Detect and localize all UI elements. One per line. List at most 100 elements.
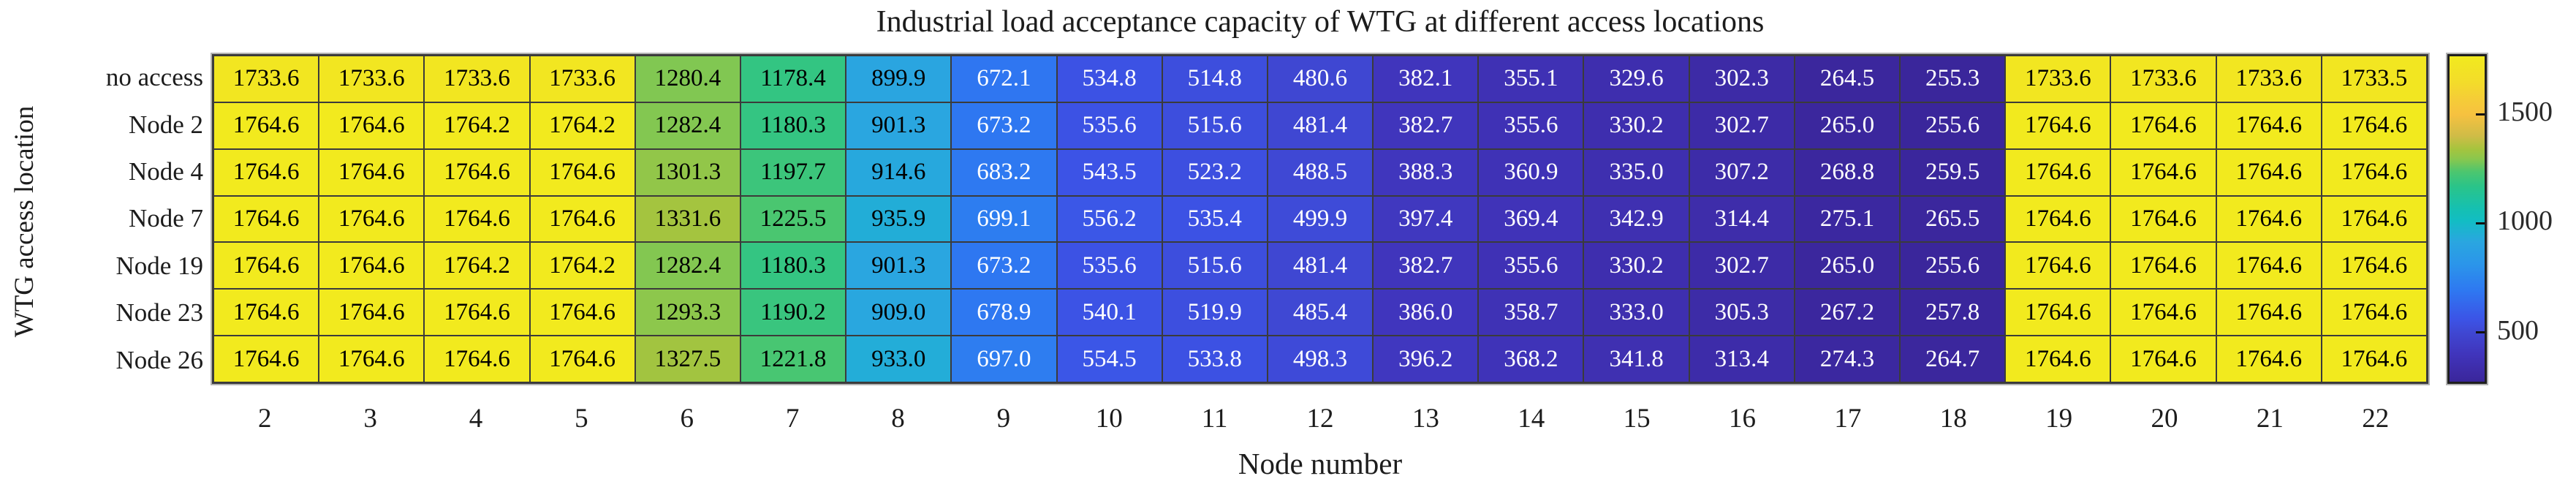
heatmap-cell: 1764.6 — [319, 290, 424, 336]
x-tick-label: 17 — [1834, 403, 1862, 434]
heatmap-cell: 935.9 — [846, 196, 951, 242]
heatmap-cell: 1733.6 — [2006, 56, 2110, 102]
heatmap-cell: 368.2 — [1479, 336, 1583, 382]
colorbar-tick-label: 1000 — [2497, 205, 2553, 237]
x-tick-label: 14 — [1518, 403, 1545, 434]
heatmap-cell: 330.2 — [1584, 102, 1689, 148]
heatmap-cell: 1764.6 — [2111, 102, 2216, 148]
heatmap-cell: 1301.3 — [635, 149, 740, 195]
heatmap-cell: 1764.2 — [425, 243, 529, 289]
x-tick-labels: 2 3 4 5 6 7 8 9 10 11 12 13 14 15 16 17 18 19 20 21 22 — [212, 401, 2428, 435]
heatmap-cell: 901.3 — [846, 243, 951, 289]
heatmap-cell: 1764.6 — [2006, 336, 2110, 382]
heatmap-cell: 397.4 — [1374, 196, 1478, 242]
heatmap-cell: 1764.6 — [530, 149, 634, 195]
heatmap-cell: 1764.6 — [2006, 290, 2110, 336]
heatmap-cell: 360.9 — [1479, 149, 1583, 195]
x-tick-label: 8 — [891, 403, 905, 434]
heatmap-cell: 523.2 — [1162, 149, 1267, 195]
heatmap-cell: 1764.6 — [319, 102, 424, 148]
heatmap-cell: 1764.6 — [2216, 196, 2321, 242]
heatmap-cell: 1764.6 — [425, 196, 529, 242]
heatmap-cell: 382.1 — [1374, 56, 1478, 102]
heatmap-cell: 1733.6 — [530, 56, 634, 102]
heatmap-cell: 1178.4 — [740, 56, 846, 102]
heatmap-cell: 485.4 — [1268, 290, 1373, 336]
heatmap-cell: 1733.6 — [319, 56, 424, 102]
heatmap-cell: 275.1 — [1795, 196, 1900, 242]
heatmap-cell: 1764.6 — [214, 290, 319, 336]
heatmap-cell: 1764.6 — [319, 336, 424, 382]
colorbar-tick — [2476, 113, 2485, 116]
heatmap-cell: 1764.6 — [2322, 290, 2426, 336]
heatmap-cell: 341.8 — [1584, 336, 1689, 382]
x-axis-label: Node number — [1238, 447, 1403, 480]
heatmap-cell: 1764.6 — [2322, 243, 2426, 289]
x-tick-label: 9 — [996, 403, 1011, 434]
heatmap-cell: 1764.6 — [319, 149, 424, 195]
heatmap-cell: 1221.8 — [740, 336, 846, 382]
heatmap-cell: 1764.6 — [530, 290, 634, 336]
heatmap-cell: 255.6 — [1901, 243, 2005, 289]
x-tick-label: 18 — [1939, 403, 1967, 434]
heatmap-cell: 480.6 — [1268, 56, 1373, 102]
y-tick-label: Node 4 — [128, 157, 203, 186]
heatmap-cell: 899.9 — [846, 56, 951, 102]
heatmap-cell: 498.3 — [1268, 336, 1373, 382]
heatmap-cell: 314.4 — [1689, 196, 1794, 242]
heatmap-cell: 396.2 — [1374, 336, 1478, 382]
heatmap-cell: 259.5 — [1901, 149, 2005, 195]
heatmap-cell: 683.2 — [952, 149, 1056, 195]
heatmap-cell: 1764.6 — [214, 243, 319, 289]
heatmap-cell: 382.7 — [1374, 102, 1478, 148]
heatmap-cell: 267.2 — [1795, 290, 1900, 336]
heatmap-cell: 515.6 — [1162, 102, 1267, 148]
heatmap-cell: 264.5 — [1795, 56, 1900, 102]
chart-title: Industrial load acceptance capacity of W… — [876, 5, 1765, 39]
heatmap-cell: 1733.5 — [2322, 56, 2426, 102]
heatmap-cell: 543.5 — [1057, 149, 1162, 195]
heatmap-cell: 1764.6 — [214, 102, 319, 148]
heatmap-cell: 1764.6 — [2111, 196, 2216, 242]
colorbar-gradient — [2447, 54, 2487, 384]
heatmap-cell: 514.8 — [1162, 56, 1267, 102]
heatmap-cell: 355.6 — [1479, 102, 1583, 148]
heatmap-cell: 488.5 — [1268, 149, 1373, 195]
heatmap-cell: 1733.6 — [214, 56, 319, 102]
heatmap-cell: 335.0 — [1584, 149, 1689, 195]
heatmap-cell: 678.9 — [952, 290, 1056, 336]
y-tick-label: no access — [105, 63, 203, 92]
heatmap-cell: 1282.4 — [635, 243, 740, 289]
heatmap-cell: 1282.4 — [635, 102, 740, 148]
heatmap-cell: 1764.6 — [425, 290, 529, 336]
heatmap-cell: 1764.2 — [530, 102, 634, 148]
x-tick-label: 10 — [1095, 403, 1123, 434]
heatmap-cell: 535.6 — [1057, 243, 1162, 289]
heatmap-cell: 1764.6 — [425, 149, 529, 195]
heatmap-cell: 265.0 — [1795, 243, 1900, 289]
heatmap-cell: 1764.6 — [214, 196, 319, 242]
x-tick-label: 3 — [363, 403, 377, 434]
y-tick-label: Node 7 — [128, 204, 203, 233]
heatmap-cell: 1764.6 — [2322, 336, 2426, 382]
heatmap-cell: 1764.6 — [2216, 243, 2321, 289]
heatmap-cell: 909.0 — [846, 290, 951, 336]
heatmap-cell: 1764.6 — [2216, 149, 2321, 195]
x-tick-label: 13 — [1412, 403, 1439, 434]
heatmap-cell: 1764.6 — [214, 149, 319, 195]
heatmap-cell: 1331.6 — [635, 196, 740, 242]
y-tick-label: Node 26 — [115, 345, 203, 374]
heatmap-cell: 302.7 — [1689, 102, 1794, 148]
heatmap-cell: 1764.6 — [530, 196, 634, 242]
heatmap-cell: 313.4 — [1689, 336, 1794, 382]
colorbar-tick — [2476, 331, 2485, 334]
heatmap-grid: 1733.6 1733.6 1733.6 1733.6 1280.4 1178.4 899.… — [212, 54, 2428, 384]
heatmap-cell: 1764.6 — [2111, 149, 2216, 195]
heatmap-cell: 1764.6 — [2111, 336, 2216, 382]
heatmap-cell: 1764.6 — [319, 196, 424, 242]
heatmap-cell: 1764.6 — [425, 336, 529, 382]
x-tick-label: 16 — [1729, 403, 1757, 434]
heatmap-cell: 369.4 — [1479, 196, 1583, 242]
heatmap-cell: 534.8 — [1057, 56, 1162, 102]
